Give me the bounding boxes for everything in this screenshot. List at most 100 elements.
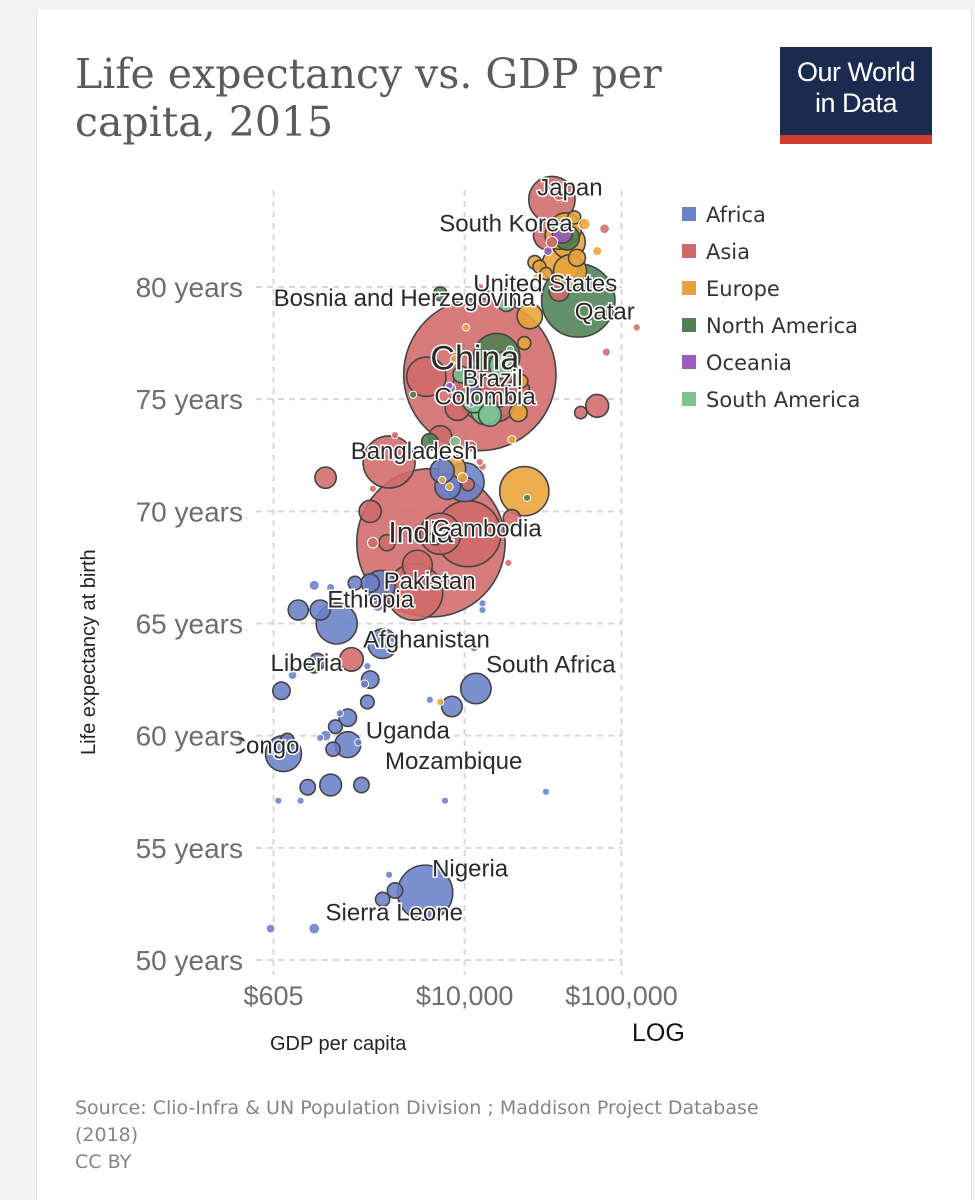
data-point: [335, 709, 344, 718]
point-label: Colombia: [434, 383, 536, 410]
data-point: [367, 628, 399, 660]
log-scale-toggle: LOG: [632, 1019, 685, 1047]
data-point: [469, 389, 485, 405]
point-label: DR Congo: [187, 733, 299, 760]
data-point: [386, 881, 404, 899]
data-point: [308, 922, 321, 935]
legend-label: Europe: [706, 277, 780, 301]
data-point: [409, 390, 418, 399]
data-point: [299, 778, 317, 796]
data-point: [325, 741, 341, 758]
data-point: [450, 354, 459, 364]
source-line-2: (2018): [75, 1124, 139, 1146]
data-point: [359, 694, 375, 710]
x-axis-title: GDP per capita: [270, 1033, 407, 1055]
legend-label: Oceania: [706, 351, 792, 375]
point-label: China: [430, 339, 519, 377]
data-point: [467, 399, 476, 408]
data-point: [308, 579, 320, 591]
data-point: [440, 796, 450, 805]
y-tick-label: 75 years: [136, 384, 243, 415]
data-point: [470, 644, 479, 653]
data-point: [532, 272, 543, 284]
data-point: [319, 773, 343, 797]
point-label: Ethiopia: [327, 587, 414, 614]
x-tick-label: $10,000: [416, 981, 514, 1011]
data-point: [316, 733, 325, 743]
point-label: Japan: [537, 175, 602, 202]
point-label: Uganda: [366, 718, 451, 745]
y-tick-label: 70 years: [136, 496, 243, 527]
point-label: Pakistan: [384, 568, 476, 595]
chart-card: Life expectancy vs. GDP per capita, 2015…: [36, 10, 972, 1200]
data-point: [405, 356, 447, 398]
data-point: [498, 465, 550, 517]
legend-label: Africa: [706, 203, 766, 227]
data-point: [507, 434, 517, 445]
point-label: United States: [473, 270, 617, 297]
data-point: [378, 533, 396, 552]
data-point: [449, 436, 461, 448]
data-point: [478, 599, 487, 608]
legend-swatch: [682, 281, 696, 295]
data-point: [352, 776, 370, 794]
y-tick-label: 80 years: [136, 272, 243, 303]
data-point: [287, 670, 298, 680]
data-point: [326, 583, 336, 593]
data-points: [264, 175, 641, 935]
data-point: [363, 662, 372, 671]
data-point: [461, 323, 471, 332]
point-label: Cambodia: [432, 516, 542, 543]
data-point: [371, 599, 385, 612]
data-point: [279, 732, 295, 748]
y-tick-label: 55 years: [136, 833, 243, 864]
y-axis-title: Life expectancy at birth: [78, 549, 100, 755]
data-point: [388, 635, 398, 644]
data-point: [432, 286, 448, 302]
legend-swatch: [682, 244, 696, 258]
data-point: [347, 575, 363, 591]
logo-accent-bar: [780, 135, 932, 144]
legend-swatch: [682, 355, 696, 369]
legend-label: North America: [706, 314, 858, 338]
data-point: [514, 373, 529, 389]
legend-swatch: [682, 318, 696, 332]
data-point: [543, 246, 553, 257]
y-tick-label: 50 years: [136, 945, 243, 976]
data-point: [359, 679, 370, 689]
data-point: [578, 217, 591, 231]
data-point: [327, 719, 343, 735]
data-point: [497, 293, 517, 313]
logo-line-2: in Data: [814, 88, 898, 118]
data-point: [500, 356, 510, 366]
data-point: [567, 248, 587, 268]
legend-label: Asia: [706, 240, 750, 264]
point-label: Liberia: [271, 650, 344, 677]
data-point: [516, 302, 544, 330]
source-line-1: Source: Clio-Infra & UN Population Divis…: [75, 1097, 759, 1119]
data-point: [374, 891, 391, 908]
data-point: [457, 472, 469, 484]
data-point: [541, 787, 551, 796]
data-point: [545, 235, 559, 249]
data-point: [509, 364, 522, 376]
data-point: [592, 246, 603, 257]
data-point: [390, 430, 400, 440]
data-point: [401, 549, 434, 581]
legend: Africa Asia Europe North America Oceania Sout…: [682, 203, 860, 412]
point-label: South Africa: [486, 652, 616, 679]
data-point: [438, 475, 447, 485]
point-label: Brazil: [463, 365, 523, 392]
data-point: [516, 335, 532, 351]
data-point: [504, 558, 513, 568]
data-point: [368, 484, 377, 493]
legend-swatch: [682, 392, 696, 406]
data-point: [366, 536, 379, 549]
data-point: [440, 695, 463, 718]
data-point: [425, 695, 434, 704]
source-note: Source: Clio-Infra & UN Population Divis…: [75, 1095, 895, 1176]
owid-logo[interactable]: Our World in Data: [780, 47, 932, 144]
data-point: [599, 223, 610, 234]
data-point: [502, 508, 522, 528]
